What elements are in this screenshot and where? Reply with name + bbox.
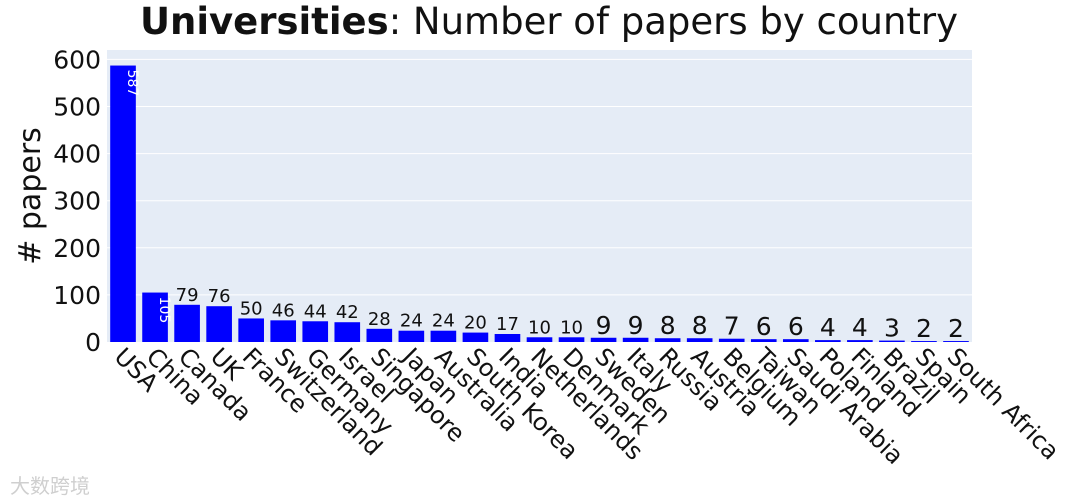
bar-value-label: 44 — [304, 301, 327, 322]
bar-value-label: 46 — [272, 300, 295, 321]
bar — [526, 337, 553, 342]
bar — [590, 337, 617, 342]
x-tick-labels: USAChinaCanadaUKFranceSwitzerlandGermany… — [109, 341, 1065, 470]
bar — [686, 338, 713, 342]
bar — [815, 340, 841, 342]
bar — [142, 292, 168, 342]
bar-value-label: 50 — [240, 298, 263, 319]
bar-value-label: 8 — [660, 311, 676, 340]
chart-title-rest: : Number of papers by country — [388, 0, 959, 43]
bar-value-label: 8 — [692, 311, 708, 340]
chart-title: Universities: Number of papers by countr… — [0, 0, 1080, 44]
y-tick-label: 600 — [53, 45, 101, 74]
bar-value-label: 4 — [852, 313, 868, 342]
bar-value-label: 3 — [884, 314, 900, 343]
bar-value-label: 4 — [820, 313, 836, 342]
bar — [430, 330, 457, 342]
bar-value-label: 9 — [628, 311, 644, 340]
bar — [302, 321, 329, 342]
bar — [366, 328, 393, 342]
bar-value-label: 2 — [948, 314, 964, 343]
y-tick-label: 200 — [53, 234, 101, 263]
chart-title-bold: Universities — [139, 0, 389, 43]
bar — [622, 337, 649, 342]
bar — [238, 318, 264, 342]
bar-value-label: 20 — [464, 313, 487, 334]
bar — [654, 338, 681, 342]
bar — [943, 341, 969, 342]
bar-value-label: 7 — [724, 312, 740, 341]
bar — [334, 322, 361, 342]
bar-value-label: 2 — [916, 314, 932, 343]
bar — [462, 332, 489, 342]
bar — [750, 339, 777, 342]
gridlines — [107, 58, 972, 296]
bar — [718, 338, 745, 342]
bar-value-label: 9 — [596, 311, 612, 340]
y-tick-label: 100 — [53, 281, 101, 310]
bar — [398, 330, 425, 342]
bar-value-label: 587 — [124, 70, 140, 97]
bars — [110, 65, 969, 343]
bar-value-label: 24 — [400, 311, 423, 332]
bar-value-label: 17 — [496, 314, 519, 335]
bar-value-label: 76 — [208, 286, 231, 307]
bar — [174, 304, 200, 342]
y-tick-label: 0 — [85, 328, 101, 357]
bar — [270, 320, 297, 342]
bar — [847, 340, 873, 342]
y-axis-label: # papers — [13, 127, 48, 265]
bar-value-label: 6 — [756, 312, 772, 341]
plot-area — [107, 50, 972, 342]
y-tick-label: 500 — [53, 93, 101, 122]
y-tick-label: 400 — [53, 140, 101, 169]
watermark: 大数跨境 — [10, 474, 90, 498]
bar-value-label: 105 — [156, 297, 172, 324]
bar-value-label: 28 — [368, 309, 391, 330]
y-tick-label: 300 — [53, 187, 101, 216]
bar — [558, 337, 585, 342]
bar-value-label: 10 — [528, 317, 551, 338]
bar — [911, 341, 937, 342]
bar-value-label: 6 — [788, 312, 804, 341]
bar — [782, 339, 809, 342]
bar-value-label: 24 — [432, 311, 455, 332]
bar-value-label: 10 — [560, 317, 583, 338]
bar — [110, 65, 136, 343]
bar — [879, 340, 905, 342]
bar-value-label: 42 — [336, 302, 359, 323]
y-tick-labels: 0 100 200 300 400 500 600 — [53, 45, 101, 357]
bar-value-label: 79 — [176, 285, 199, 306]
bar — [206, 306, 232, 342]
bar — [494, 333, 521, 342]
